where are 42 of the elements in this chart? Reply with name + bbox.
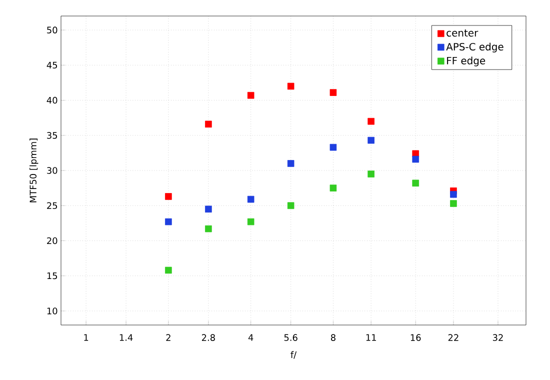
legend-label: center <box>446 29 478 37</box>
point <box>450 190 457 198</box>
point <box>287 82 294 90</box>
point <box>165 193 172 200</box>
point <box>247 218 254 226</box>
x-tick-label: 32 <box>492 334 503 341</box>
y-tick-label: 10 <box>47 308 58 314</box>
point <box>205 206 212 213</box>
point <box>165 218 172 226</box>
x-tick-label: 2 <box>166 334 170 341</box>
x-tick-label: 1.4 <box>120 334 133 341</box>
x-tick-label: 16 <box>410 334 421 341</box>
point <box>165 266 172 274</box>
point <box>247 196 254 203</box>
legend-label: FF edge <box>447 56 486 66</box>
x-tick-label: 1 <box>84 334 88 341</box>
y-tick-label: 30 <box>47 167 58 174</box>
point <box>287 160 294 167</box>
y-tick-label: 45 <box>46 62 58 68</box>
x-tick-label: 11 <box>366 334 376 341</box>
legend-label: APS-C edge <box>446 42 504 52</box>
point <box>368 170 374 178</box>
y-tick-label: 20 <box>47 237 58 244</box>
y-tick-label: 35 <box>47 132 58 139</box>
x-tick-label: 2.8 <box>202 334 215 341</box>
y-axis-title: MTF50 [lpmm] <box>30 138 38 202</box>
point <box>450 200 457 207</box>
point <box>205 225 212 232</box>
point <box>205 120 212 128</box>
x-tick-label: 8 <box>330 334 336 341</box>
point <box>368 118 374 125</box>
point <box>247 92 254 99</box>
y-tick-label: 50 <box>47 26 58 34</box>
x-tick-label: 22 <box>448 334 458 341</box>
point <box>368 136 374 144</box>
x-tick-label: 4 <box>248 334 254 341</box>
x-axis-title: f/ <box>290 351 297 359</box>
x-tick-label: 5.6 <box>284 334 298 341</box>
point <box>287 202 294 210</box>
y-tick-label: 25 <box>47 202 58 210</box>
y-tick-label: 15 <box>47 272 58 280</box>
y-tick-label: 40 <box>46 96 58 104</box>
